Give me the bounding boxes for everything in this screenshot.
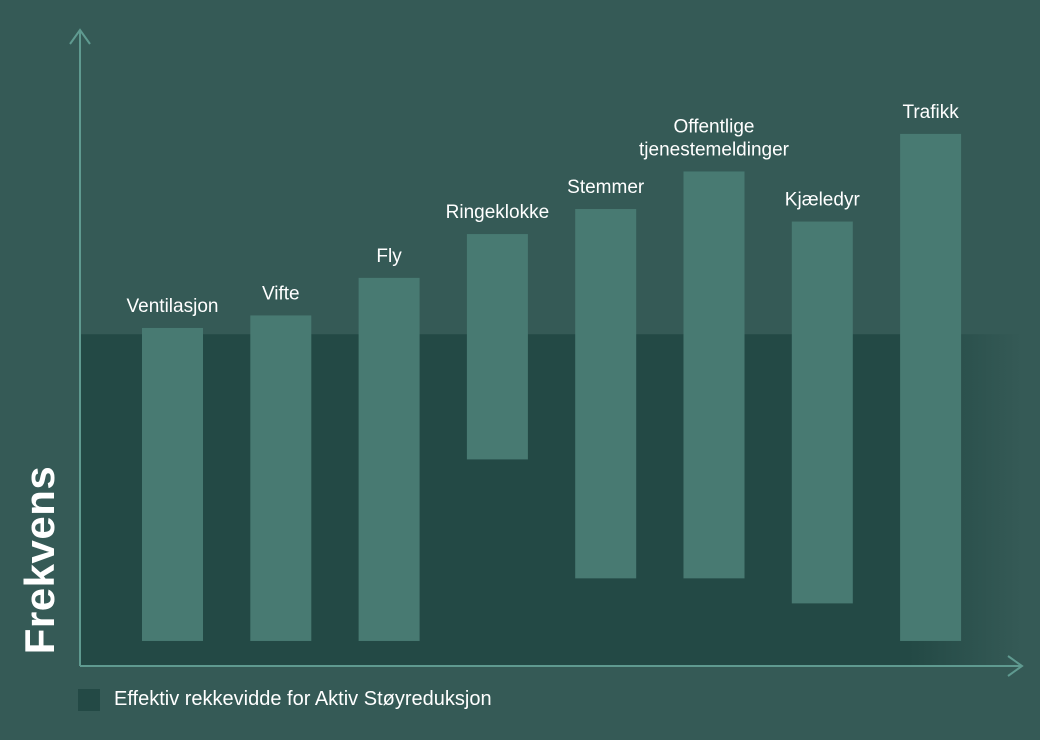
bar-label-line: tjenestemeldinger [639,139,790,160]
bar-label-7: Trafikk [902,102,959,123]
legend-swatch [78,688,100,711]
bar-label-line: Fly [376,246,402,267]
bar-label-line: Ventilasjon [127,296,219,317]
bar-label-line: Stemmer [567,177,645,198]
bar-label-line: Ringeklokke [446,202,550,223]
bar-1 [250,315,312,641]
bar-label-line: Kjæledyr [785,190,861,211]
bar-label-0: Ventilasjon [127,296,219,317]
bar-label-3: Ringeklokke [446,202,550,223]
y-axis-arrow [69,28,91,45]
bar-label-line: Trafikk [902,102,959,123]
bar-2 [358,277,420,641]
bar-label-line: Vifte [262,283,300,304]
bar-6 [791,221,853,604]
bar-label-line: Offentlige [674,116,755,137]
bar-label-4: Stemmer [567,177,645,198]
bar-7 [900,133,962,641]
legend: Effektiv rekkevidde for Aktiv Støyreduks… [78,688,492,711]
bar-5 [683,171,745,579]
bar-3 [466,234,528,460]
anc-range-band [80,334,1022,666]
bar-label-6: Kjæledyr [785,190,861,211]
bar-4 [575,209,637,579]
bar-label-5: Offentlige tjenestemeldinger [639,116,790,160]
x-axis-arrow [1007,655,1024,677]
bar-label-1: Vifte [262,283,300,304]
bar-label-2: Fly [376,246,402,267]
legend-label: Effektiv rekkevidde for Aktiv Støyreduks… [114,688,492,710]
bar-0 [142,327,203,641]
y-axis-label: Frekvens [16,465,63,655]
